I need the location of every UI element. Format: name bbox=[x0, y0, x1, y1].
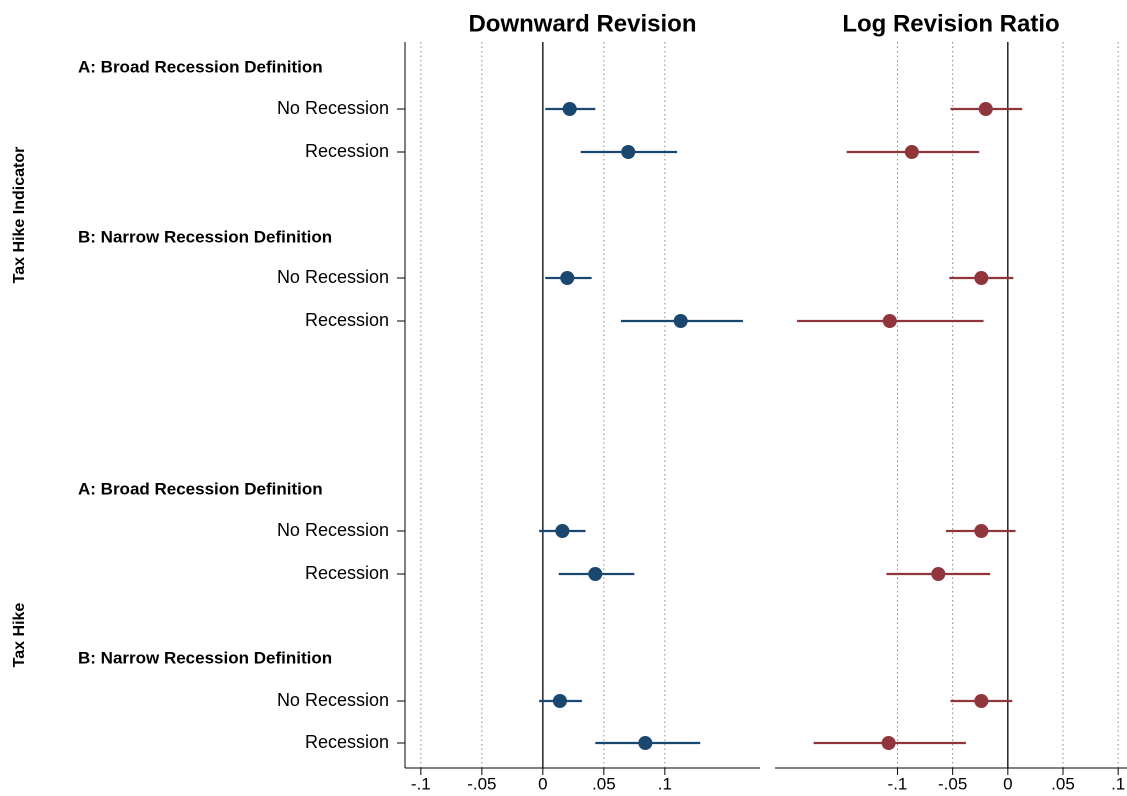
point bbox=[562, 102, 577, 116]
point bbox=[881, 736, 896, 750]
panel-title: Downward Revision bbox=[468, 10, 696, 37]
point bbox=[555, 524, 570, 538]
x-tick-label: -.1 bbox=[411, 774, 431, 793]
row-label: No Recession bbox=[277, 267, 389, 287]
point bbox=[882, 314, 897, 328]
group-label: A: Broad Recession Definition bbox=[78, 57, 323, 76]
group-label: B: Narrow Recession Definition bbox=[78, 648, 332, 667]
x-tick-label: .05 bbox=[592, 774, 616, 793]
x-tick-label: .05 bbox=[1051, 774, 1075, 793]
x-tick-label: .1 bbox=[658, 774, 672, 793]
point bbox=[638, 736, 653, 750]
point bbox=[588, 567, 603, 581]
point bbox=[673, 314, 688, 328]
x-tick-label: -.05 bbox=[938, 774, 967, 793]
point bbox=[974, 271, 989, 285]
x-tick-label: 0 bbox=[538, 774, 547, 793]
point bbox=[931, 567, 946, 581]
row-label: No Recession bbox=[277, 98, 389, 118]
row-label: Recession bbox=[305, 141, 389, 161]
point bbox=[974, 524, 989, 538]
group-label: B: Narrow Recession Definition bbox=[78, 227, 332, 246]
row-label: Recession bbox=[305, 732, 389, 752]
row-group-label: Tax Hike Indicator bbox=[11, 147, 28, 284]
row-group-label: Tax Hike bbox=[11, 603, 28, 668]
group-label: A: Broad Recession Definition bbox=[78, 479, 323, 498]
x-tick-label: .1 bbox=[1111, 774, 1125, 793]
point bbox=[904, 145, 919, 159]
row-label: No Recession bbox=[277, 690, 389, 710]
x-tick-label: -.05 bbox=[467, 774, 496, 793]
point bbox=[552, 694, 567, 708]
row-label: Recession bbox=[305, 310, 389, 330]
panel-title: Log Revision Ratio bbox=[842, 10, 1059, 37]
x-tick-label: 0 bbox=[1003, 774, 1012, 793]
row-label: Recession bbox=[305, 563, 389, 583]
point bbox=[978, 102, 993, 116]
point bbox=[560, 271, 575, 285]
row-label: No Recession bbox=[277, 520, 389, 540]
point bbox=[621, 145, 636, 159]
point bbox=[974, 694, 989, 708]
x-tick-label: -.1 bbox=[888, 774, 908, 793]
